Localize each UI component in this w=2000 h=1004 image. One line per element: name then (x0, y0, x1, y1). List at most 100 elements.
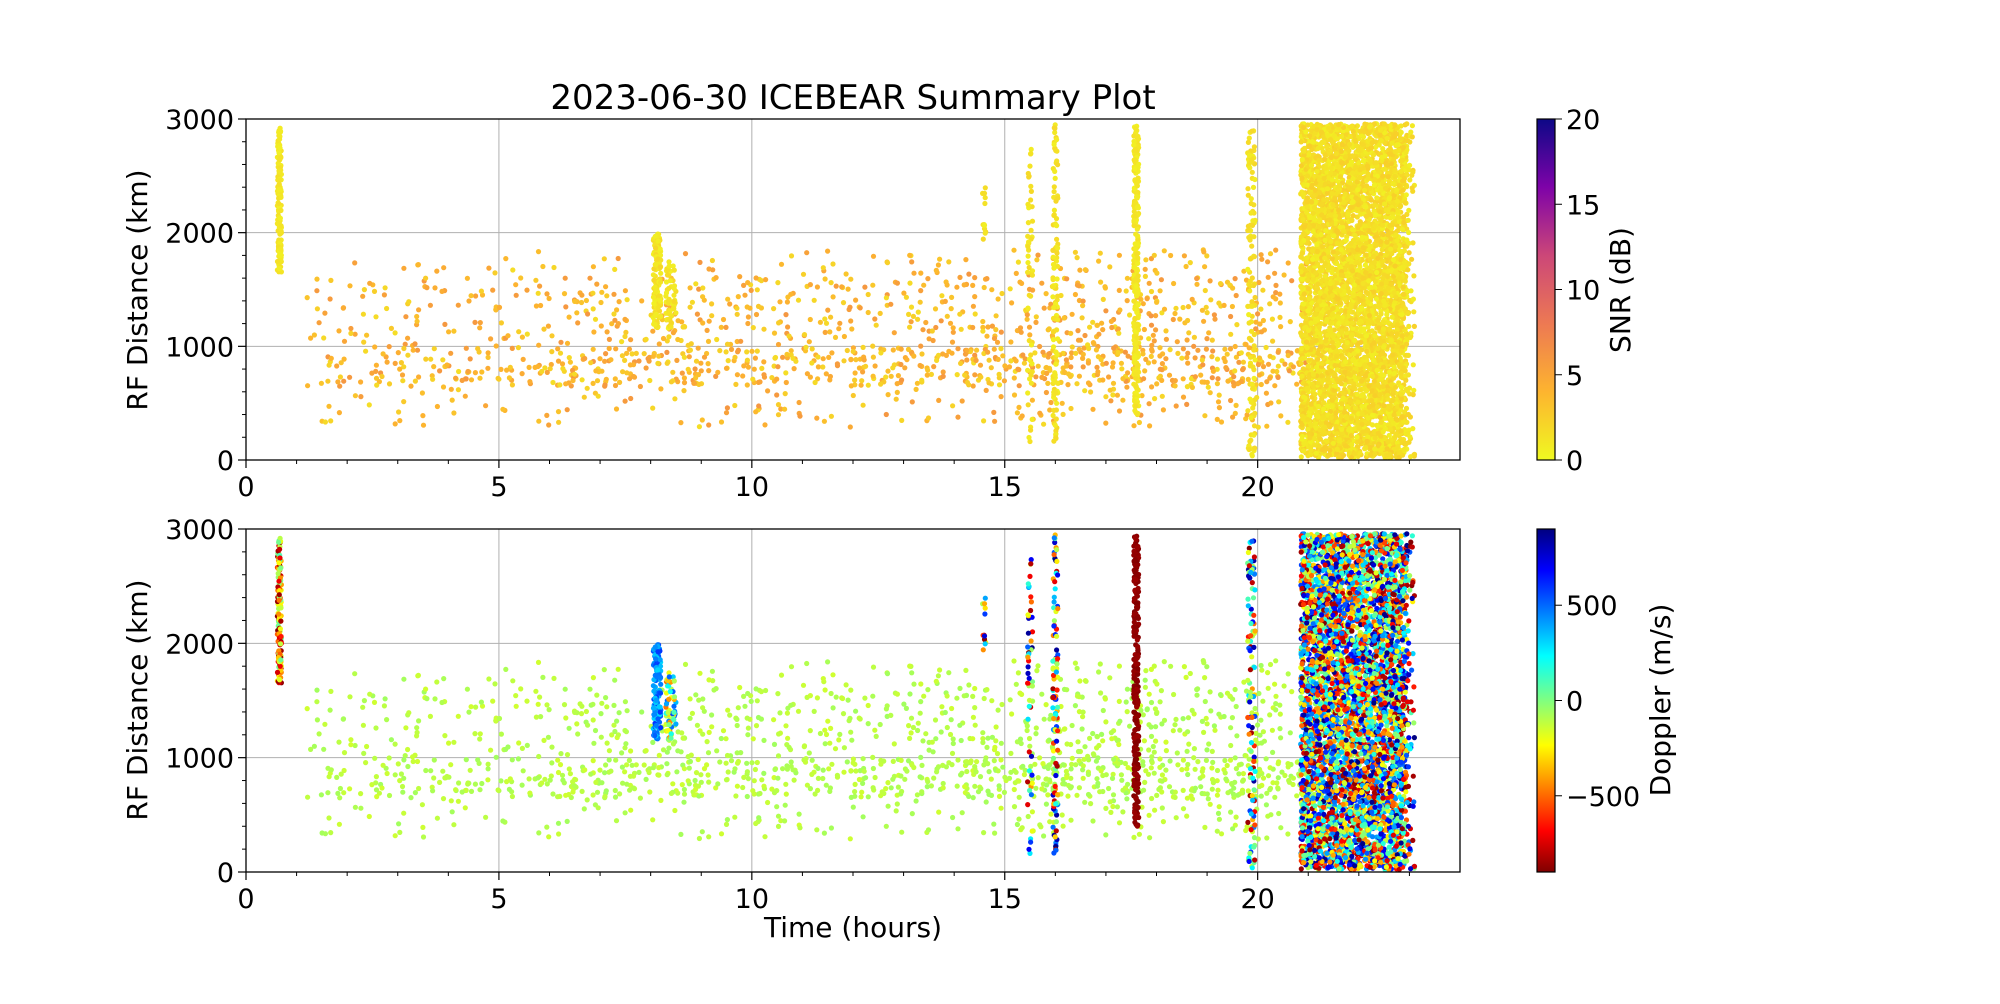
snr-point (1039, 375, 1044, 380)
snr-point (1208, 297, 1213, 302)
snr-point (682, 355, 687, 360)
snr-point (644, 337, 649, 342)
snr-point (1272, 383, 1277, 388)
snr-point (441, 265, 446, 270)
snr-point (1252, 177, 1257, 182)
snr-point (1159, 378, 1164, 383)
snr-point (752, 367, 757, 372)
snr-point (1245, 186, 1250, 191)
snr-point (1133, 157, 1138, 162)
snr-point (1205, 380, 1210, 385)
snr-point (1083, 267, 1088, 272)
snr-point (909, 259, 914, 264)
snr-point (374, 363, 379, 368)
snr-point (1020, 352, 1025, 357)
snr-point (1228, 314, 1233, 319)
snr-point (735, 312, 740, 317)
snr-point (591, 347, 596, 352)
snr-point (827, 377, 832, 382)
snr-point (277, 137, 282, 142)
snr-point (955, 346, 960, 351)
snr-point (278, 216, 283, 221)
snr-point (1149, 289, 1154, 294)
snr-point (901, 291, 906, 296)
snr-point (372, 289, 377, 294)
snr-point (1142, 327, 1147, 332)
snr-point (1055, 317, 1060, 322)
snr-point (1119, 361, 1124, 366)
snr-point (822, 316, 827, 321)
snr-point (1027, 325, 1032, 330)
snr-point (972, 353, 977, 358)
snr-point (1017, 280, 1022, 285)
snr-point (784, 352, 789, 357)
snr-point (556, 420, 561, 425)
snr-point (745, 321, 750, 326)
snr-point (696, 346, 701, 351)
snr-point (1277, 315, 1282, 320)
snr-point (763, 277, 768, 282)
snr-point (613, 383, 618, 388)
snr-point (1025, 234, 1030, 239)
snr-point (1109, 325, 1114, 330)
snr-point (387, 381, 392, 386)
snr-point (416, 307, 421, 312)
snr-point (1052, 208, 1057, 213)
snr-point (605, 329, 610, 334)
snr-point (361, 312, 366, 317)
snr-point (996, 296, 1001, 301)
snr-point (709, 301, 714, 306)
snr-point (745, 358, 750, 363)
snr-point (557, 382, 562, 387)
snr-point (1140, 351, 1145, 356)
snr-point (616, 256, 621, 261)
snr-point (884, 295, 889, 300)
snr-point (607, 337, 612, 342)
snr-point (825, 308, 830, 313)
snr-point (1194, 276, 1199, 281)
snr-point (1037, 411, 1042, 416)
snr-point (1030, 417, 1035, 422)
snr-point (992, 336, 997, 341)
snr-point (1145, 296, 1150, 301)
snr-point (1054, 327, 1059, 332)
snr-point (1278, 300, 1283, 305)
snr-point (1064, 357, 1069, 362)
snr-point (525, 332, 530, 337)
snr-point (477, 376, 482, 381)
snr-point (1190, 297, 1195, 302)
snr-point (563, 276, 568, 281)
snr-point (430, 377, 435, 382)
snr-point (1116, 350, 1121, 355)
snr-point (1191, 344, 1196, 349)
snr-point (1208, 278, 1213, 283)
snr-point (951, 330, 956, 335)
snr-point (1222, 347, 1227, 352)
snr-point (1278, 324, 1283, 329)
snr-point (808, 282, 813, 287)
snr-point (658, 264, 663, 269)
snr-point (866, 383, 871, 388)
snr-point (275, 259, 280, 264)
snr-point (1173, 306, 1178, 311)
snr-point (1014, 358, 1019, 363)
snr-point (617, 380, 622, 385)
snr-point (934, 358, 939, 363)
snr-point (651, 354, 656, 359)
snr-point (671, 293, 676, 298)
snr-point (597, 356, 602, 361)
snr-point (851, 393, 856, 398)
snr-point (658, 271, 663, 276)
snr-point (671, 299, 676, 304)
snr-point (1288, 319, 1293, 324)
snr-point (939, 318, 944, 323)
snr-point (655, 256, 660, 261)
snr-point (1268, 251, 1273, 256)
snr-point (742, 293, 747, 298)
snr-point (612, 318, 617, 323)
snr-point (724, 366, 729, 371)
snr-point (823, 276, 828, 281)
snr-point (985, 350, 990, 355)
snr-point (1109, 319, 1114, 324)
snr-point (1077, 374, 1082, 379)
